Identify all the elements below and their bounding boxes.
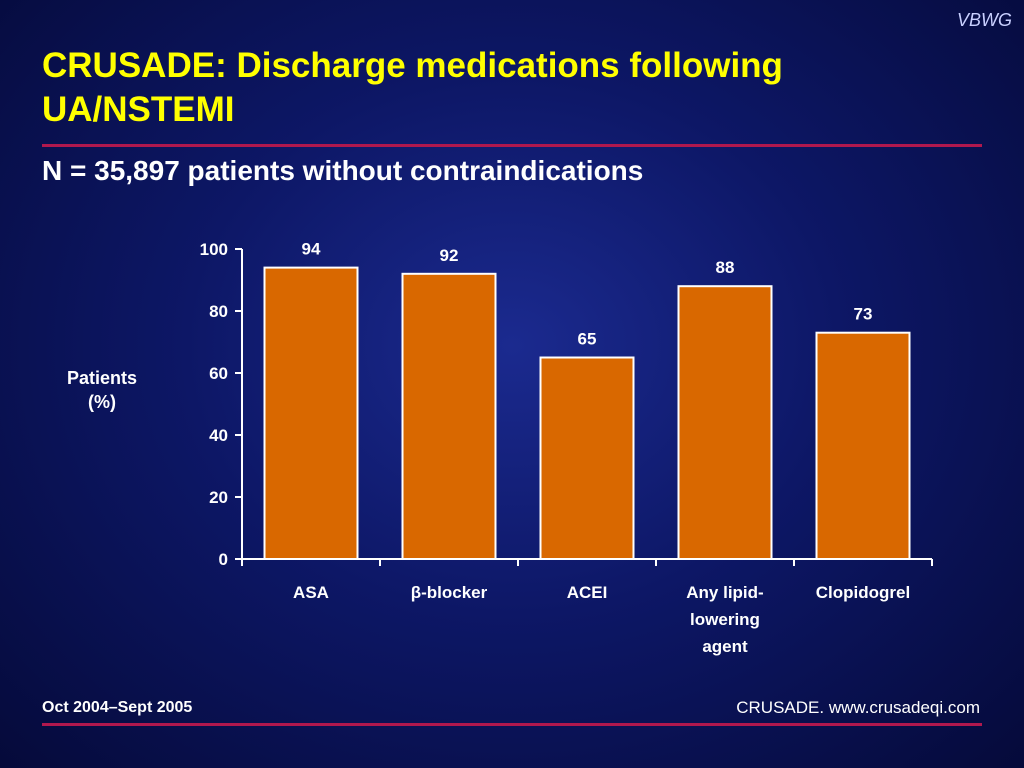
bar-value-label: 88: [716, 258, 735, 277]
title-divider: [42, 144, 982, 147]
y-tick-label: 20: [209, 488, 228, 507]
bar-value-label: 65: [578, 330, 597, 349]
bar-value-label: 73: [854, 305, 873, 324]
y-tick-label: 100: [200, 240, 228, 259]
bar-value-label: 92: [440, 246, 459, 265]
y-axis-label: Patients (%): [66, 368, 138, 412]
x-category-label: ACEI: [567, 583, 608, 602]
bar-0: [263, 266, 359, 560]
bar-3: [677, 285, 773, 560]
x-category-label: Any lipid-lowering agent: [686, 583, 763, 656]
y-tick-label: 0: [219, 550, 228, 569]
y-tick-label: 80: [209, 302, 228, 321]
x-category-label: ASA: [293, 583, 329, 602]
slide-subtitle: N = 35,897 patients without contraindica…: [42, 155, 644, 186]
x-category-label: β-blocker: [411, 583, 488, 602]
x-category-label: Clopidogrel: [816, 583, 910, 602]
footer-divider: [42, 723, 982, 726]
bar-4: [815, 331, 911, 561]
bar-value-label: 94: [302, 240, 321, 259]
y-tick-label: 40: [209, 426, 228, 445]
bar-2: [539, 356, 635, 560]
footer-source: CRUSADE. www.crusadeqi.com: [736, 698, 980, 717]
slide-title: CRUSADE: Discharge medications following…: [42, 46, 783, 129]
brand-logo: VBWG: [956, 10, 1012, 30]
footer-date-range: Oct 2004–Sept 2005: [42, 699, 193, 716]
y-tick-label: 60: [209, 364, 228, 383]
bar-1: [401, 272, 497, 560]
